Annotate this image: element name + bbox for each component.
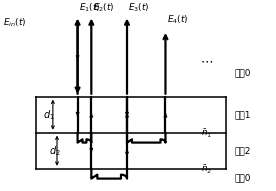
Text: $E_4(t)$: $E_4(t)$: [167, 14, 189, 27]
Text: $\bar{n}_2$: $\bar{n}_2$: [201, 163, 212, 176]
Text: $\bar{n}_1$: $\bar{n}_1$: [201, 127, 213, 140]
Text: $E_2(t)$: $E_2(t)$: [93, 1, 115, 14]
Text: $d_1$: $d_1$: [43, 108, 55, 122]
Text: 介超1: 介超1: [234, 110, 251, 119]
Text: $d_2$: $d_2$: [49, 145, 60, 159]
Text: $E_1(t)$: $E_1(t)$: [79, 1, 101, 14]
Text: $\cdots$: $\cdots$: [200, 54, 213, 67]
Text: 介超0: 介超0: [234, 173, 251, 182]
Text: $E_{in}(t)$: $E_{in}(t)$: [3, 17, 27, 29]
Text: 介超0: 介超0: [234, 69, 251, 78]
Text: 介超2: 介超2: [234, 146, 251, 155]
Text: $E_3(t)$: $E_3(t)$: [128, 1, 150, 14]
